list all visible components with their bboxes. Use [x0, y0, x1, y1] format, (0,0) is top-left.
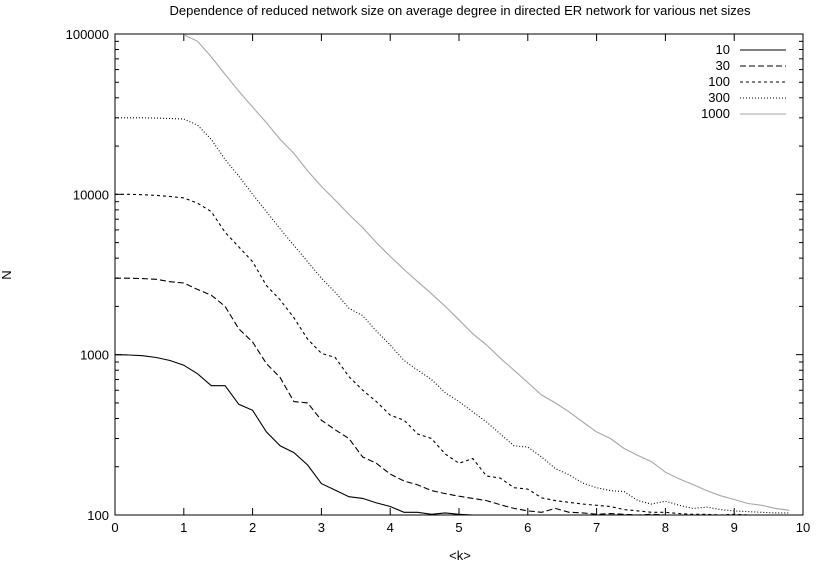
x-tick-label: 9 [731, 520, 738, 535]
x-tick-label: 8 [662, 520, 669, 535]
x-axis-label: <k> [449, 548, 471, 563]
x-tick-label: 6 [524, 520, 531, 535]
y-tick-label: 10000 [73, 187, 109, 202]
x-tick-label: 10 [796, 520, 810, 535]
legend-label: 300 [708, 90, 730, 105]
series-line-300 [115, 117, 790, 514]
x-tick-label: 3 [318, 520, 325, 535]
series-line-10 [114, 354, 473, 516]
y-tick-label: 100000 [66, 27, 109, 42]
x-tick-label: 5 [455, 520, 462, 535]
x-tick-label: 1 [180, 520, 187, 535]
plot-area-frame [114, 33, 804, 516]
x-tick-label: 2 [249, 520, 256, 535]
y-tick-label: 1000 [80, 348, 109, 363]
legend-label: 30 [716, 58, 730, 73]
series-lines [114, 34, 790, 516]
legend-label: 10 [716, 42, 730, 57]
legend-label: 1000 [701, 106, 730, 121]
x-tick-label: 7 [593, 520, 600, 535]
x-tick-label: 0 [111, 520, 118, 535]
axis-ticks: 0 1 2 3 4 5 6 7 8 9 10 100 1000 10000 100000 [66, 27, 811, 535]
series-line-30 [115, 277, 666, 516]
chart-title: Dependence of reduced network size on av… [170, 3, 751, 18]
x-tick-label: 4 [387, 520, 394, 535]
legend-label: 100 [708, 74, 730, 89]
series-line-1000 [183, 34, 790, 511]
y-tick-label: 100 [87, 508, 109, 523]
series-line-100 [115, 193, 790, 516]
y-axis-label: N [0, 270, 14, 279]
